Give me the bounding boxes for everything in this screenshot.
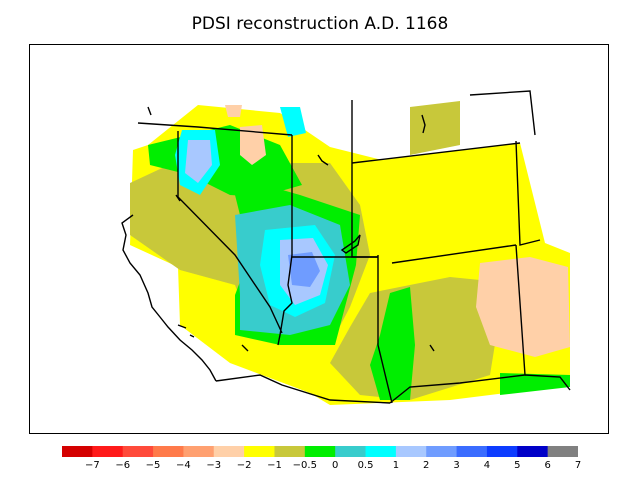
colorbar-tick-label: −1 <box>267 460 282 471</box>
state-line-az-nm <box>377 255 393 404</box>
colorbar-tick-label: 0 <box>331 460 339 471</box>
colorbar-tick-label: 5 <box>514 460 521 471</box>
lake-mead <box>317 154 329 166</box>
colorbar-tick-label: −2 <box>236 460 252 471</box>
colorbar-swatch <box>183 446 215 457</box>
state-line-north <box>137 122 293 136</box>
colorbar-tick-label: −0.5 <box>292 460 317 471</box>
colorbar-swatch <box>92 446 124 457</box>
colorbar-swatches <box>62 446 578 457</box>
colorbar-swatch <box>486 446 518 457</box>
colorbar-tick-label: −5 <box>145 460 161 471</box>
field-green-south <box>370 287 415 400</box>
field-olive-northeast <box>410 101 460 155</box>
state-line-nm-tx <box>389 244 526 404</box>
colorbar-tick-labels: −7 −6 −5 −4 −3 −2 −1 −0.5 0 0.5 1 2 3 4 5 6 7 <box>0 460 640 474</box>
colorbar-tick-label: −3 <box>206 460 222 471</box>
mexico-border <box>215 374 391 404</box>
colorbar-tick-label: 4 <box>483 460 491 471</box>
colorbar-tick-label: 6 <box>544 460 551 471</box>
great-salt-lake <box>340 234 361 254</box>
pdsi-map <box>121 90 571 405</box>
colorbar-tick-label: 2 <box>423 460 430 471</box>
state-line-co-north <box>351 142 521 164</box>
state-line-wy <box>469 90 536 136</box>
map-frame <box>29 44 609 434</box>
field-lightblue-north <box>185 140 212 183</box>
colorbar-tick-label: 0.5 <box>357 460 374 471</box>
islands <box>177 324 249 352</box>
colorbar-tick-label: −7 <box>84 460 100 471</box>
colorbar-swatch <box>395 446 427 457</box>
colorbar-swatch <box>244 446 275 457</box>
field-blue-center <box>288 252 320 287</box>
state-line-co-nm <box>391 244 517 264</box>
colorbar-swatch <box>426 446 458 457</box>
colorbar-swatch <box>365 446 397 457</box>
colorbar-swatch <box>274 446 306 457</box>
colorbar-tick-label: 1 <box>392 460 400 471</box>
lake-powell <box>429 344 435 352</box>
chart-title: PDSI reconstruction A.D. 1168 <box>191 14 449 34</box>
colorbar-swatch <box>213 446 245 457</box>
state-line-ca-nv <box>177 131 283 334</box>
colorbar-tick-label: −4 <box>176 460 191 471</box>
lake-tahoe <box>175 194 181 202</box>
colorbar <box>62 446 578 457</box>
state-line-nv-ut <box>277 135 293 346</box>
field-peach-north <box>225 105 242 117</box>
colorbar-swatch <box>517 446 549 457</box>
colorbar-tick-label: 3 <box>453 460 460 471</box>
lake-west <box>147 106 152 116</box>
lake-north <box>421 114 426 134</box>
colorbar-tick-label: 7 <box>574 460 582 471</box>
colorbar-swatch <box>62 446 93 457</box>
texas-south <box>524 374 571 391</box>
field-peach-southeast <box>476 257 570 357</box>
pdsi-field <box>130 101 570 405</box>
boundaries <box>121 90 571 404</box>
field-peach-northwest <box>240 125 266 165</box>
colorbar-swatch <box>153 446 184 457</box>
coastline <box>121 214 217 382</box>
colorbar-swatch <box>456 446 488 457</box>
state-line-co-east <box>515 140 541 246</box>
colorbar-swatch <box>547 446 578 457</box>
lakes <box>147 106 435 352</box>
colorbar-swatch <box>335 446 367 457</box>
field-cyan-northeast <box>280 107 306 137</box>
colorbar-swatch <box>304 446 336 457</box>
field-green-southeast <box>500 373 570 395</box>
colorbar-tick-label: −6 <box>115 460 131 471</box>
colorbar-swatch <box>122 446 154 457</box>
